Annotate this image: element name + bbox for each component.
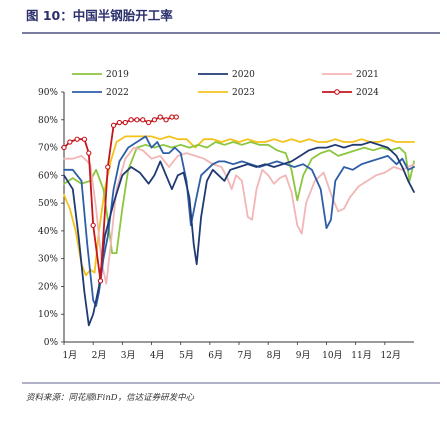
legend-label-2024: 2024 bbox=[356, 88, 379, 98]
y-axis-ticks: 0% 10% 20% 30% 40% 50% 60% 70% 80% 90% bbox=[38, 88, 64, 348]
data-point-2024 bbox=[163, 117, 169, 123]
legend-label-2019: 2019 bbox=[106, 70, 129, 80]
x-tick-label: 12月 bbox=[380, 350, 400, 361]
x-axis-ticks: 1月 2月 3月 4月 5月 6月 7月 8月 9月 10月 11月 12月 bbox=[62, 342, 401, 361]
series-line-2020 bbox=[63, 141, 415, 327]
data-point-2024 bbox=[151, 117, 158, 123]
legend-label-2022: 2022 bbox=[106, 88, 129, 98]
legend-label-2021: 2021 bbox=[356, 70, 379, 80]
legend: 2019 2020 2021 2022 2023 2024 bbox=[72, 70, 379, 98]
y-tick-label: 50% bbox=[38, 199, 58, 209]
series-line-2023 bbox=[63, 135, 415, 277]
data-point-2024 bbox=[128, 117, 134, 123]
series-line-2021 bbox=[63, 146, 415, 285]
y-tick-label: 0% bbox=[44, 338, 59, 348]
data-point-2024 bbox=[105, 164, 111, 170]
x-tick-label: 8月 bbox=[267, 350, 282, 361]
plot-area bbox=[61, 114, 415, 327]
data-point-2024 bbox=[74, 136, 80, 142]
data-point-2024 bbox=[81, 136, 88, 142]
y-tick-label: 80% bbox=[38, 116, 58, 126]
data-point-2024 bbox=[173, 114, 179, 120]
y-tick-label: 10% bbox=[38, 310, 58, 320]
x-tick-label: 1月 bbox=[62, 350, 77, 361]
y-tick-label: 30% bbox=[38, 255, 58, 265]
data-point-2024 bbox=[116, 119, 123, 126]
data-point-2024 bbox=[97, 278, 104, 284]
data-point-2024 bbox=[61, 144, 67, 151]
data-point-2024 bbox=[86, 150, 92, 156]
x-tick-label: 5月 bbox=[179, 350, 194, 361]
data-point-2024 bbox=[145, 119, 152, 126]
data-point-2024 bbox=[157, 114, 163, 120]
chart-title: 图 10：中国半钢胎开工率 bbox=[26, 8, 173, 23]
data-point-2024 bbox=[140, 117, 146, 123]
legend-label-2023: 2023 bbox=[232, 88, 255, 98]
data-point-2024 bbox=[67, 139, 73, 145]
data-point-2024 bbox=[134, 117, 140, 123]
series-line-2019 bbox=[63, 141, 415, 254]
x-tick-label: 9月 bbox=[296, 350, 311, 361]
y-tick-label: 40% bbox=[38, 227, 58, 237]
x-tick-label: 11月 bbox=[351, 350, 371, 361]
x-tick-label: 10月 bbox=[322, 350, 342, 361]
data-point-2024 bbox=[169, 114, 175, 120]
y-tick-label: 70% bbox=[38, 144, 58, 154]
data-point-2024 bbox=[110, 122, 117, 128]
y-tick-label: 60% bbox=[38, 171, 58, 181]
source-note: 资料来源：同花顺iFinD，信达证券研发中心 bbox=[26, 392, 195, 403]
data-point-2024 bbox=[122, 119, 128, 126]
legend-label-2020: 2020 bbox=[232, 70, 255, 80]
x-tick-label: 2月 bbox=[92, 350, 107, 361]
x-tick-label: 4月 bbox=[150, 350, 165, 361]
legend-marker-2024 bbox=[334, 89, 340, 95]
y-tick-label: 90% bbox=[38, 88, 58, 98]
series-line-2022 bbox=[63, 135, 415, 307]
x-tick-label: 3月 bbox=[121, 350, 136, 361]
x-tick-label: 7月 bbox=[237, 350, 252, 361]
y-tick-label: 20% bbox=[38, 282, 58, 292]
data-point-2024 bbox=[90, 222, 96, 228]
x-tick-label: 6月 bbox=[208, 350, 223, 361]
